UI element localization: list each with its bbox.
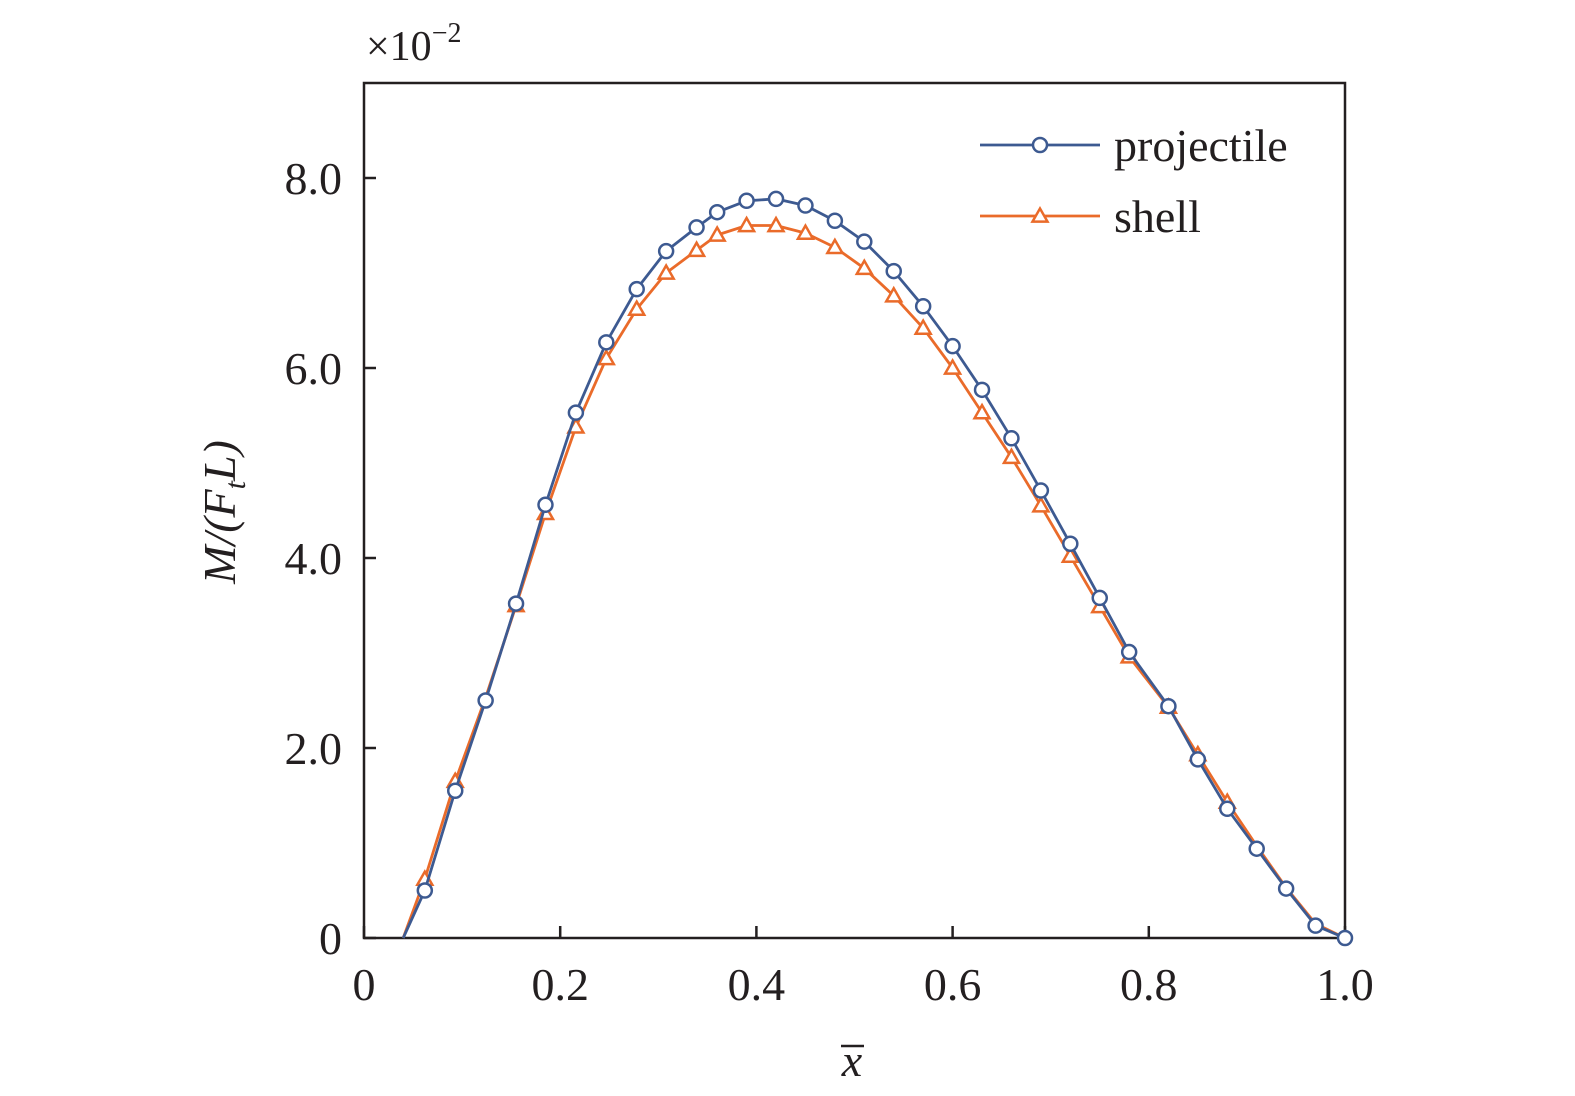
legend: projectile shell — [980, 120, 1288, 242]
data-point-shell — [1001, 447, 1022, 465]
y-multiplier: ×10−2 — [366, 18, 461, 70]
y-axis-title-tail: L) — [194, 440, 245, 482]
x-tick-label: 0.8 — [1120, 959, 1178, 1010]
data-point-projectile — [1307, 917, 1324, 934]
data-point-projectile — [628, 280, 645, 298]
data-point-shell — [686, 240, 707, 258]
data-point-shell — [913, 318, 933, 335]
data-point-shell — [736, 215, 757, 233]
data-point-projectile — [944, 337, 961, 355]
data-point-projectile — [1160, 697, 1177, 715]
data-point-projectile — [1336, 929, 1354, 947]
data-point-shell — [795, 223, 816, 240]
legend-item-shell: shell — [980, 191, 1201, 242]
data-point-projectile — [567, 404, 585, 421]
data-point-projectile — [914, 298, 932, 315]
y-axis-ticks: 0 2.0 4.0 6.0 8.0 — [285, 153, 376, 964]
data-point-shell — [972, 402, 992, 420]
data-point-shell — [596, 348, 616, 366]
y-tick-label: 2.0 — [285, 723, 343, 774]
legend-marker-shell — [1030, 205, 1050, 223]
data-point-projectile — [537, 496, 554, 514]
data-point-projectile — [856, 233, 873, 250]
series-layer — [401, 190, 1354, 947]
data-point-projectile — [973, 381, 991, 399]
legend-label: shell — [1114, 191, 1201, 242]
legend-marker-projectile — [1031, 136, 1049, 154]
data-point-projectile — [446, 782, 464, 799]
data-point-shell — [1031, 495, 1051, 513]
data-point-projectile — [507, 595, 525, 612]
data-point-projectile — [657, 242, 675, 260]
x-tick-label: 0.6 — [924, 959, 982, 1010]
data-point-projectile — [797, 197, 814, 214]
data-point-projectile — [1032, 482, 1050, 499]
data-point-shell — [766, 215, 786, 233]
series-line-projectile — [401, 197, 1346, 940]
x-tick-label: 0.2 — [531, 959, 589, 1010]
data-point-projectile — [1091, 589, 1108, 607]
y-multiplier-exponent: −2 — [432, 18, 462, 49]
x-tick-label: 1.0 — [1316, 959, 1374, 1010]
legend-item-projectile: projectile — [980, 120, 1288, 171]
data-point-projectile — [1248, 840, 1265, 857]
data-point-shell — [825, 237, 845, 255]
plot-frame — [362, 81, 1347, 940]
y-tick-label: 0 — [319, 913, 342, 964]
data-point-projectile — [708, 203, 726, 221]
data-point-projectile — [826, 212, 844, 229]
legend-label: projectile — [1114, 120, 1288, 171]
data-point-projectile — [885, 262, 902, 280]
data-point-projectile — [767, 190, 785, 208]
data-point-projectile — [1120, 643, 1138, 661]
y-axis-title-subscript: t — [219, 480, 252, 489]
data-point-shell — [627, 299, 647, 316]
y-axis-title: M/(FtL) — [194, 440, 252, 585]
data-point-projectile — [1062, 535, 1079, 552]
series-projectile — [401, 190, 1354, 947]
data-point-shell — [884, 285, 904, 303]
data-point-projectile — [1189, 751, 1207, 768]
data-point-projectile — [738, 192, 755, 210]
y-axis-title-main: M/(F — [194, 488, 245, 584]
y-tick-label: 4.0 — [285, 533, 343, 584]
data-point-projectile — [416, 882, 434, 899]
series-shell — [401, 215, 1346, 940]
series-line-shell — [401, 224, 1346, 940]
x-axis-ticks: 0 0.2 0.4 0.6 0.8 1.0 — [353, 926, 1374, 1010]
data-point-projectile — [688, 219, 705, 236]
y-multiplier-base: ×10 — [366, 24, 432, 70]
data-point-projectile — [477, 692, 494, 709]
data-point-shell — [656, 262, 676, 280]
data-point-shell — [707, 224, 727, 242]
data-point-shell — [1060, 546, 1080, 563]
x-tick-label: 0.4 — [728, 959, 786, 1010]
y-tick-label: 6.0 — [285, 343, 343, 394]
x-tick-label: 0 — [353, 959, 376, 1010]
y-tick-label: 8.0 — [285, 153, 343, 204]
data-point-projectile — [1219, 800, 1236, 818]
data-point-shell — [942, 357, 963, 375]
data-point-projectile — [598, 334, 615, 351]
x-axis-title-text: x — [841, 1035, 863, 1086]
data-point-projectile — [1003, 430, 1020, 447]
data-point-projectile — [1277, 880, 1295, 897]
data-point-shell — [854, 258, 874, 276]
x-axis-title: x — [841, 1035, 864, 1086]
